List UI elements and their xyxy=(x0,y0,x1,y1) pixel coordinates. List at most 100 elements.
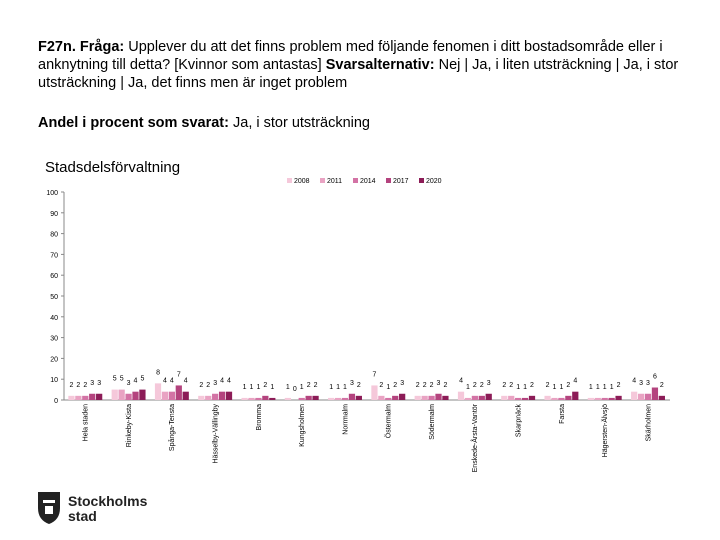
bar xyxy=(225,391,233,400)
data-label: 2 xyxy=(69,382,73,389)
bar xyxy=(334,397,342,400)
options: Nej | Ja, i liten utsträckning | Ja, i s… xyxy=(38,57,679,91)
bar xyxy=(284,397,291,400)
data-label: 1 xyxy=(466,384,470,391)
data-label: 2 xyxy=(509,382,513,389)
data-label: 1 xyxy=(270,384,274,391)
x-tick-label: Östermalm xyxy=(385,404,393,438)
bar xyxy=(161,391,169,400)
data-label: 3 xyxy=(97,380,101,387)
data-label: 1 xyxy=(559,384,563,391)
subtitle: Andel i procent som svarat: Ja, i stor u… xyxy=(38,115,370,131)
data-label: 3 xyxy=(487,380,491,387)
bar xyxy=(355,395,362,400)
data-label: 5 xyxy=(113,376,117,383)
bar xyxy=(75,395,82,400)
data-label: 4 xyxy=(632,378,636,385)
data-label: 2 xyxy=(617,382,621,389)
bar xyxy=(341,397,349,400)
subtitle-text: Ja, i stor utsträckning xyxy=(233,115,370,131)
bar xyxy=(328,397,335,400)
bar xyxy=(457,391,465,400)
x-tick-label: Norrmalm xyxy=(342,404,349,435)
legend-label: 2008 xyxy=(294,178,310,185)
bar xyxy=(255,397,262,400)
bar xyxy=(521,397,529,400)
bar xyxy=(637,393,645,400)
logo-mark: Stockholms stad xyxy=(38,492,148,524)
bar xyxy=(348,393,356,400)
data-label: 3 xyxy=(90,380,94,387)
bar xyxy=(154,383,162,400)
legend-label: 2014 xyxy=(360,178,376,185)
legend-label: 2017 xyxy=(393,178,409,185)
data-label: 2 xyxy=(416,382,420,389)
data-label: 1 xyxy=(256,384,260,391)
y-tick-label: 0 xyxy=(54,398,58,405)
data-label: 1 xyxy=(300,384,304,391)
bar xyxy=(305,395,312,400)
bar xyxy=(608,397,615,400)
data-label: 8 xyxy=(156,369,160,376)
bar xyxy=(615,395,622,400)
bar xyxy=(414,395,421,400)
header: F27n. Fråga: Upplever du att det finns p… xyxy=(38,38,698,92)
bar xyxy=(168,391,175,400)
data-label: 1 xyxy=(336,384,340,391)
y-tick-label: 100 xyxy=(46,190,58,197)
legend-swatch xyxy=(287,178,292,183)
bar xyxy=(544,395,551,400)
data-label: 2 xyxy=(206,382,210,389)
data-label: 3 xyxy=(350,380,354,387)
bar xyxy=(594,397,601,400)
bar xyxy=(631,391,638,400)
x-tick-label: Spånga-Tensta xyxy=(168,404,176,451)
data-label: 2 xyxy=(199,382,203,389)
question: Upplever du att det finns problem med fö… xyxy=(38,39,663,73)
data-label: 1 xyxy=(250,384,254,391)
bar xyxy=(651,387,659,400)
data-label: 2 xyxy=(566,382,570,389)
legend-swatch xyxy=(353,178,358,183)
data-label: 1 xyxy=(386,384,390,391)
bar xyxy=(248,397,255,400)
bar xyxy=(644,393,652,400)
data-label: 2 xyxy=(473,382,477,389)
data-label: 1 xyxy=(343,384,347,391)
bar xyxy=(175,385,182,400)
data-label: 5 xyxy=(120,376,124,383)
data-label: 0 xyxy=(293,386,297,393)
logo-text: stad xyxy=(68,508,97,524)
data-label: 4 xyxy=(184,378,188,385)
y-tick-label: 60 xyxy=(50,273,58,280)
data-label: 2 xyxy=(660,382,664,389)
bar xyxy=(68,395,75,400)
legend-label: 2020 xyxy=(426,178,442,185)
x-tick-label: Södermalm xyxy=(429,404,436,440)
bar xyxy=(558,397,565,400)
data-label: 2 xyxy=(314,382,318,389)
bar xyxy=(572,391,579,400)
bar xyxy=(658,395,665,400)
y-tick-label: 10 xyxy=(50,377,58,384)
data-label: 3 xyxy=(400,380,404,387)
bar xyxy=(478,395,485,400)
data-label: 1 xyxy=(553,384,557,391)
data-label: 4 xyxy=(227,378,231,385)
bar xyxy=(96,393,103,400)
bar xyxy=(399,393,406,400)
bar xyxy=(392,395,399,400)
data-label: 1 xyxy=(603,384,607,391)
legend-swatch xyxy=(419,178,424,183)
bar xyxy=(428,395,435,400)
data-label: 1 xyxy=(523,384,527,391)
logo-text: Stockholms xyxy=(68,493,148,509)
data-label: 2 xyxy=(480,382,484,389)
bar xyxy=(485,393,492,400)
chart: Stadsdelsförvaltning 0102030405060708090… xyxy=(45,159,670,472)
data-label: 2 xyxy=(443,382,447,389)
y-tick-label: 40 xyxy=(50,315,58,322)
data-label: 2 xyxy=(546,382,550,389)
legend-swatch xyxy=(320,178,325,183)
